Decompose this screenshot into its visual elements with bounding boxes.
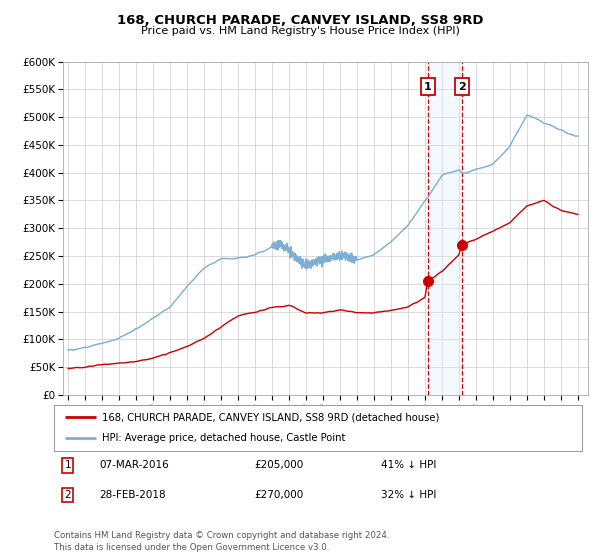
Text: 168, CHURCH PARADE, CANVEY ISLAND, SS8 9RD (detached house): 168, CHURCH PARADE, CANVEY ISLAND, SS8 9… <box>101 412 439 422</box>
Text: 2: 2 <box>65 490 71 500</box>
Text: £205,000: £205,000 <box>254 460 304 470</box>
Text: 1: 1 <box>65 460 71 470</box>
Text: 168, CHURCH PARADE, CANVEY ISLAND, SS8 9RD: 168, CHURCH PARADE, CANVEY ISLAND, SS8 9… <box>117 14 483 27</box>
Bar <box>428 62 461 395</box>
Text: HPI: Average price, detached house, Castle Point: HPI: Average price, detached house, Cast… <box>101 433 345 444</box>
Text: 07-MAR-2016: 07-MAR-2016 <box>99 460 169 470</box>
Text: 41% ↓ HPI: 41% ↓ HPI <box>382 460 437 470</box>
Text: 1: 1 <box>424 82 431 92</box>
Text: £270,000: £270,000 <box>254 490 304 500</box>
Text: Price paid vs. HM Land Registry's House Price Index (HPI): Price paid vs. HM Land Registry's House … <box>140 26 460 36</box>
Text: 32% ↓ HPI: 32% ↓ HPI <box>382 490 437 500</box>
Text: Contains HM Land Registry data © Crown copyright and database right 2024.
This d: Contains HM Land Registry data © Crown c… <box>54 531 389 552</box>
Text: 28-FEB-2018: 28-FEB-2018 <box>99 490 166 500</box>
Text: 2: 2 <box>458 82 466 92</box>
